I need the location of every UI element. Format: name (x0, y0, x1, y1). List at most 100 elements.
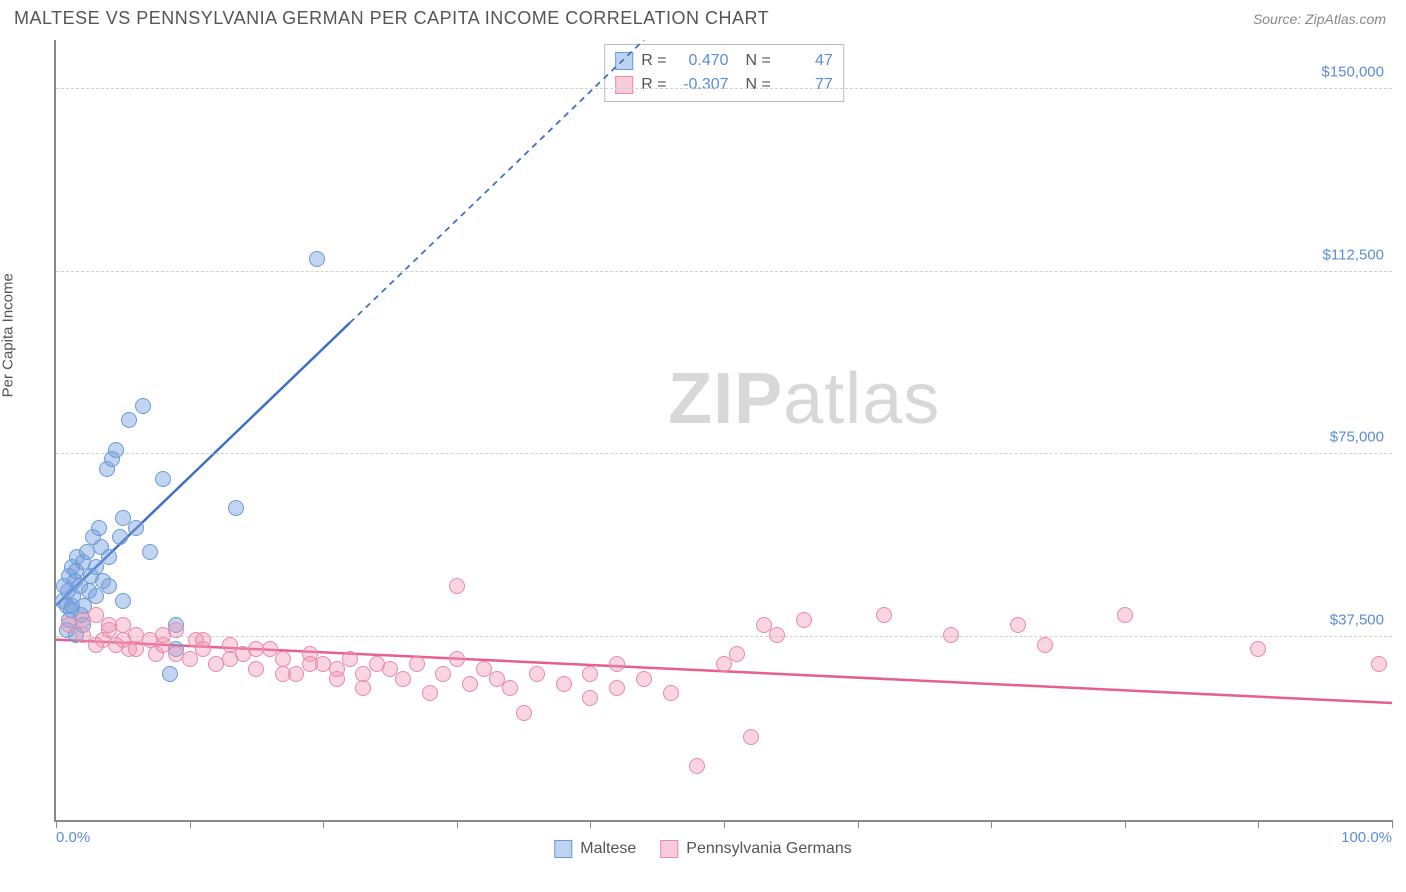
r-value: 0.470 (675, 49, 729, 73)
n-value: 77 (779, 73, 833, 97)
correlation-stats-box: R = 0.470 N = 47 R = -0.307 N = 77 (604, 44, 844, 102)
legend-swatch (554, 840, 572, 858)
series-swatch (615, 76, 633, 94)
data-point (943, 627, 959, 643)
r-value: -0.307 (675, 73, 729, 97)
data-point (1117, 607, 1133, 623)
y-axis-label: Per Capita Income (0, 273, 17, 397)
data-point (162, 666, 178, 682)
r-label: R = (641, 49, 666, 73)
data-point (302, 656, 318, 672)
data-point (449, 651, 465, 667)
data-point (582, 690, 598, 706)
legend-label: Pennsylvania Germans (686, 840, 851, 858)
x-tick (1258, 820, 1259, 828)
legend: Maltese Pennsylvania Germans (554, 840, 851, 858)
x-tick (858, 820, 859, 828)
data-point (168, 646, 184, 662)
data-point (689, 758, 705, 774)
data-point (142, 544, 158, 560)
data-point (195, 632, 211, 648)
stats-row: R = 0.470 N = 47 (615, 49, 833, 73)
x-tick (1125, 820, 1126, 828)
watermark: ZIPatlas (668, 358, 940, 440)
data-point (1371, 656, 1387, 672)
data-point (529, 666, 545, 682)
n-label: N = (737, 73, 771, 97)
data-point (796, 612, 812, 628)
y-tick-label: $112,500 (1323, 246, 1384, 263)
data-point (128, 641, 144, 657)
data-point (91, 520, 107, 536)
data-point (342, 651, 358, 667)
data-point (222, 651, 238, 667)
y-tick-label: $150,000 (1321, 63, 1384, 80)
x-tick (991, 820, 992, 828)
data-point (108, 442, 124, 458)
x-axis-max-label: 100.0% (1341, 829, 1392, 846)
data-point (101, 549, 117, 565)
data-point (79, 544, 95, 560)
data-point (64, 598, 80, 614)
r-label: R = (641, 73, 666, 97)
gridline (56, 636, 1392, 637)
data-point (228, 500, 244, 516)
data-point (556, 676, 572, 692)
chart-container: Per Capita Income ZIPatlas R =0.470 N =4… (14, 40, 1392, 862)
data-point (329, 661, 345, 677)
data-point (101, 617, 117, 633)
legend-swatch (660, 840, 678, 858)
data-point (309, 251, 325, 267)
x-tick (56, 820, 57, 828)
y-tick-label: $37,500 (1330, 612, 1384, 629)
data-point (155, 471, 171, 487)
data-point (609, 680, 625, 696)
data-point (275, 651, 291, 667)
data-point (516, 705, 532, 721)
plot-area: ZIPatlas R = 0.470 N = 47R = -0.307 N = 77 0… (54, 40, 1392, 822)
source-attribution: Source: ZipAtlas.com (1253, 11, 1386, 27)
y-tick-label: $75,000 (1330, 429, 1384, 446)
data-point (115, 593, 131, 609)
data-point (609, 656, 625, 672)
legend-item: Pennsylvania Germans (660, 840, 851, 858)
x-axis-min-label: 0.0% (56, 829, 90, 846)
data-point (355, 680, 371, 696)
data-point (663, 685, 679, 701)
data-point (462, 676, 478, 692)
data-point (155, 627, 171, 643)
x-tick (457, 820, 458, 828)
trend-lines (56, 40, 1392, 820)
data-point (582, 666, 598, 682)
series-swatch (615, 52, 633, 70)
data-point (128, 520, 144, 536)
chart-title: MALTESE VS PENNSYLVANIA GERMAN PER CAPIT… (14, 8, 769, 29)
n-label: N = (737, 49, 771, 73)
data-point (422, 685, 438, 701)
data-point (248, 641, 264, 657)
data-point (409, 656, 425, 672)
data-point (636, 671, 652, 687)
data-point (121, 412, 137, 428)
x-tick (190, 820, 191, 828)
n-value: 47 (779, 49, 833, 73)
data-point (101, 578, 117, 594)
data-point (355, 666, 371, 682)
x-tick (724, 820, 725, 828)
legend-label: Maltese (580, 840, 636, 858)
data-point (743, 729, 759, 745)
data-point (729, 646, 745, 662)
data-point (449, 578, 465, 594)
gridline (56, 88, 1392, 89)
data-point (395, 671, 411, 687)
data-point (248, 661, 264, 677)
gridline (56, 453, 1392, 454)
data-point (88, 637, 104, 653)
data-point (75, 612, 91, 628)
x-tick (590, 820, 591, 828)
data-point (275, 666, 291, 682)
data-point (502, 680, 518, 696)
stats-row: R = -0.307 N = 77 (615, 73, 833, 97)
data-point (876, 607, 892, 623)
data-point (135, 398, 151, 414)
